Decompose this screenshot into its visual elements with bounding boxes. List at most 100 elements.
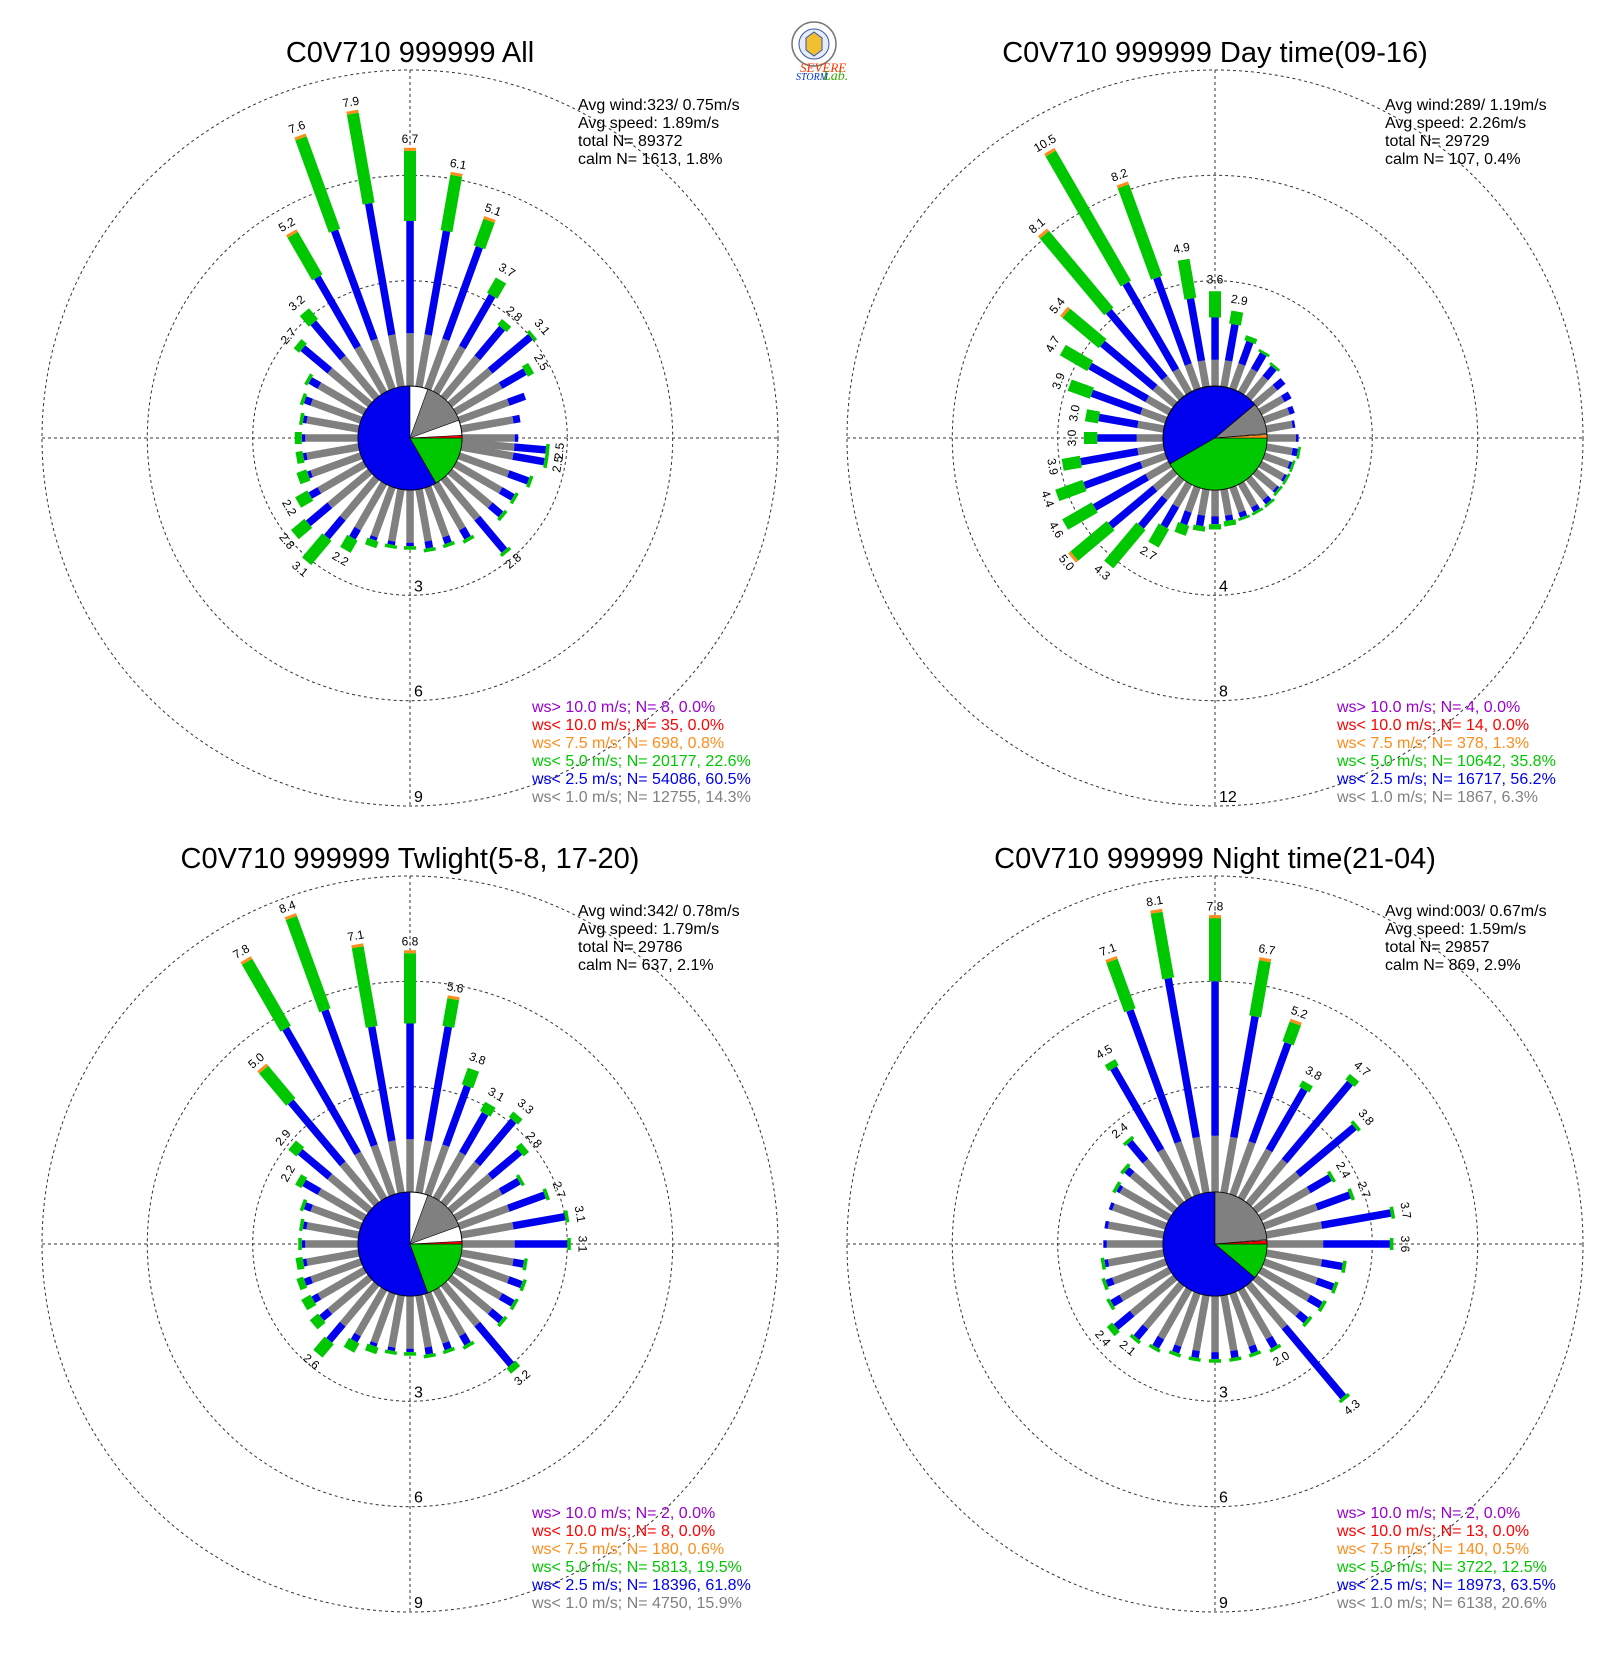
bar-segment-lt5 [384,543,398,549]
bar-segment-lt1 [1174,1291,1201,1347]
bar-segment-lt2-5 [1281,391,1292,403]
bar-segment-lt1 [1262,1203,1318,1230]
bar-segment-lt2-5 [349,526,361,540]
bar-segment-lt1 [406,490,414,543]
bar-segment-lt1 [432,481,466,531]
stat-avg-speed: Avg speed: 1.89m/s [578,115,719,132]
direction-bar: 7.9 [341,94,405,388]
bar-segment-lt2-5 [474,1321,514,1367]
legend-entry: ws< 7.5 m/s; N= 378, 1.3% [1336,735,1529,752]
bar-segment-lt5 [1209,918,1221,982]
calm-wedge-lt2-5 [1162,1191,1256,1297]
bar-segment-lt1 [415,1140,432,1194]
panel-title: C0V710 999999 Day time(09-16) [1002,37,1428,69]
bar-segment-lt1 [1237,1148,1273,1201]
direction-bar: 3.9 [1049,370,1168,424]
bar-segment-lt2-5 [406,1348,414,1353]
bar-segment-lt5 [1061,455,1082,471]
bar-segment-lt5 [1112,1181,1122,1194]
bar-segment-lt2-5 [1320,1209,1392,1229]
direction-bar: 3.3 [440,1096,537,1207]
direction-bar: 3.8 [424,1049,488,1197]
direction-bar [415,1294,436,1359]
bar-segment-lt5 [526,475,534,488]
bar-segment-lt1 [354,345,388,395]
bar-segment-lt2-5 [1104,1220,1110,1229]
bar-value-label: 3.9 [1049,370,1068,391]
direction-bar [1265,1249,1347,1273]
direction-bar: 6.1 [415,156,468,388]
bar-segment-lt5 [404,150,416,221]
bar-segment-lt5 [1150,911,1175,980]
bar-segment-lt5 [1122,1135,1135,1147]
bar-segment-lt5 [508,1111,523,1125]
stat-calm: calm N= 1613, 1.8% [578,151,723,168]
bar-segment-lt5 [515,1174,525,1187]
bar-segment-lt1 [1129,1274,1178,1317]
bar-segment-lt1 [327,468,373,509]
bar-segment-lt5 [1327,1170,1336,1183]
direction-bar [1262,452,1296,473]
bar-value-label: 7.6 [287,118,308,137]
bar-segment-lt1 [1197,360,1210,388]
bar-segment-lt5 [1106,1298,1116,1311]
calm-pie [1162,1191,1268,1297]
direction-bar [365,1291,396,1355]
direction-bar [1220,1294,1242,1362]
bar-value-label: 4.9 [1172,240,1191,257]
calm-wedge-lt1 [1214,1191,1268,1245]
bar-segment-lt2-5 [1306,1294,1323,1309]
bar-value-label: 3.8 [1355,1106,1377,1128]
bar-segment-lt1 [1211,359,1219,386]
bar-segment-lt5 [1282,1021,1301,1046]
bar-segment-lt1 [1220,1294,1238,1352]
direction-bar [447,1274,508,1328]
bar-segment-lt2-5 [302,415,308,424]
direction-bar: 6.8 [402,934,419,1192]
bar-segment-lt2-5 [514,434,519,442]
bar-segment-lt5 [497,319,512,333]
legend-entry: ws< 2.5 m/s; N= 18396, 61.8% [531,1577,751,1594]
bar-segment-lt1 [424,338,450,391]
bar-segment-lt5 [1039,230,1114,316]
bar-segment-lt5 [543,455,549,469]
direction-bar [1258,1266,1327,1313]
bar-segment-lt7-5 [257,1063,269,1074]
bar-segment-lt5 [1264,498,1275,508]
direction-bar [1237,348,1270,395]
calm-pie [1162,385,1268,491]
direction-bar [1192,488,1210,532]
bar-segment-lt2-5 [1097,434,1137,442]
bar-segment-lt1 [424,485,450,538]
direction-bar: 7.1 [346,927,405,1194]
bar-segment-lt1 [1112,1258,1168,1285]
direction-bar: 2.8 [447,1129,545,1214]
direction-bar [384,1294,405,1355]
bar-segment-lt5 [1244,335,1258,345]
bar-segment-lt5 [1106,1322,1120,1337]
bar-segment-lt1 [415,1294,432,1348]
direction-bar [1120,1163,1178,1214]
logo-text-storm: STORM [796,72,829,83]
bar-segment-lt2-5 [321,1009,378,1147]
bar-segment-lt2-5 [1320,1259,1343,1271]
bar-segment-lt2-5 [287,1099,346,1167]
bar-segment-lt2-5 [1108,1202,1115,1211]
bar-segment-lt1 [305,434,358,442]
direction-bar [415,488,436,553]
bar-segment-lt7-5 [351,943,364,949]
bar-segment-lt1 [1267,1240,1324,1248]
bar-value-label: 2.7 [1355,1179,1374,1200]
bar-segment-lt1 [460,416,514,433]
bar-segment-lt1 [1262,452,1290,469]
bar-segment-lt1 [1220,1136,1238,1194]
bar-segment-lt2-5 [1230,1349,1239,1359]
bar-segment-lt1 [1140,452,1168,469]
bar-segment-lt5 [1120,1163,1131,1175]
bar-segment-lt5 [340,534,358,553]
logo-text-severe: SEVERE [800,60,846,75]
bar-segment-lt1 [306,1222,360,1239]
bar-segment-lt5 [365,537,379,549]
bar-segment-lt5 [1338,1392,1351,1404]
direction-bar [1106,1266,1172,1311]
